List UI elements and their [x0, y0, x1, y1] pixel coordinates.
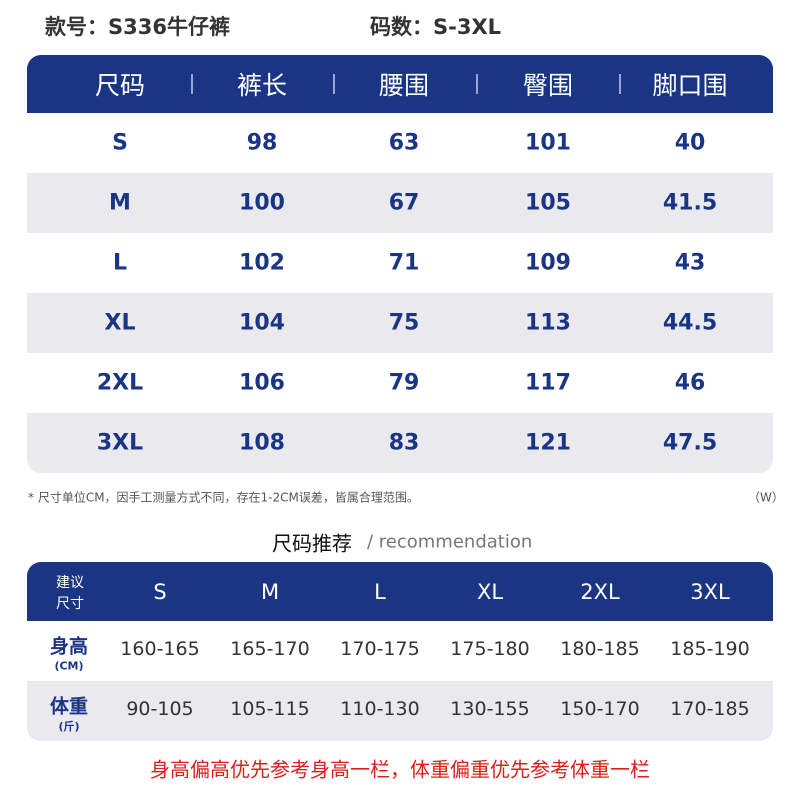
rec-cell: 180-185 — [560, 638, 640, 660]
row-label: 身高 — [49, 635, 89, 658]
table-cell: S — [112, 130, 128, 156]
column-header: 臀围 — [522, 71, 574, 100]
rec-cell: 185-190 — [670, 638, 750, 660]
corner-label: 尺寸 — [56, 596, 84, 612]
style-label: 款号：S336牛仔裤 — [45, 15, 230, 39]
rec-cell: 170-185 — [670, 698, 750, 720]
table-row-bg — [27, 233, 773, 293]
rec-cell: 170-175 — [340, 638, 420, 660]
table-cell: 46 — [674, 370, 706, 396]
table-row-bg — [27, 353, 773, 413]
rec-table-header — [27, 562, 773, 621]
table-cell: 83 — [388, 430, 420, 456]
size-table-header — [27, 55, 773, 113]
table-cell: 2XL — [96, 370, 144, 396]
column-header: 腰围 — [378, 71, 430, 100]
rec-cell: 110-130 — [340, 698, 420, 720]
rec-cell: 175-180 — [450, 638, 530, 660]
rec-row-bg — [27, 621, 773, 681]
table-cell: 43 — [674, 250, 706, 276]
table-cell: 101 — [525, 130, 571, 156]
table-cell: 102 — [239, 250, 285, 276]
table-cell: 117 — [525, 370, 571, 396]
table-cell: 75 — [388, 310, 420, 336]
row-unit: (斤) — [58, 720, 80, 733]
rec-cell: 160-165 — [120, 638, 200, 660]
header-divider — [476, 74, 478, 94]
table-cell: 3XL — [96, 430, 144, 456]
header-divider — [191, 74, 193, 94]
table-cell: 121 — [525, 430, 571, 456]
rec-cell: 90-105 — [126, 698, 194, 720]
table-cell: XL — [104, 310, 136, 336]
table-cell: 113 — [525, 310, 571, 336]
rec-cell: 130-155 — [450, 698, 530, 720]
table-row-bg — [27, 113, 773, 173]
table-cell: 105 — [525, 190, 571, 216]
recommendation-title: 尺码推荐 — [272, 531, 352, 556]
footer-note: 身高偏高优先参考身高一栏，体重偏重优先参考体重一栏 — [150, 757, 650, 782]
size-header: M — [260, 580, 280, 604]
rec-cell: 165-170 — [230, 638, 310, 660]
table-cell: 104 — [239, 310, 285, 336]
header-divider — [333, 74, 335, 94]
rec-cell: 105-115 — [230, 698, 310, 720]
table-cell: 47.5 — [662, 430, 718, 456]
column-header: 脚口围 — [652, 71, 728, 100]
size-header: XL — [476, 580, 504, 604]
recommendation-subtitle: / recommendation — [367, 531, 533, 553]
size-header: 3XL — [690, 580, 730, 604]
table-cell: 44.5 — [662, 310, 718, 336]
table-cell: 71 — [388, 250, 420, 276]
header-divider — [619, 74, 621, 94]
table-cell: 67 — [388, 190, 420, 216]
size-header: 2XL — [580, 580, 620, 604]
table-cell: 109 — [525, 250, 571, 276]
table-cell: 100 — [239, 190, 285, 216]
rec-cell: 150-170 — [560, 698, 640, 720]
corner-label: 建议 — [56, 575, 84, 591]
table-cell: M — [109, 190, 131, 216]
table-cell: 63 — [388, 130, 420, 156]
size-label: 码数：S-3XL — [370, 15, 502, 39]
note: * 尺寸单位CM，因手工测量方式不同，存在1-2CM误差，皆属合理范围。 — [28, 490, 419, 505]
column-header: 裤长 — [236, 71, 288, 100]
column-header: 尺码 — [94, 71, 146, 100]
size-header: L — [374, 580, 386, 604]
note-unit: （W） — [748, 490, 784, 505]
table-cell: 40 — [674, 130, 706, 156]
table-cell: 41.5 — [662, 190, 718, 216]
row-unit: (CM) — [54, 659, 84, 673]
table-cell: 79 — [388, 370, 420, 396]
table-cell: L — [112, 250, 128, 276]
size-header: S — [153, 580, 167, 604]
table-cell: 98 — [246, 130, 278, 156]
table-cell: 108 — [239, 430, 285, 456]
table-cell: 106 — [239, 370, 285, 396]
row-label: 体重 — [49, 695, 89, 718]
